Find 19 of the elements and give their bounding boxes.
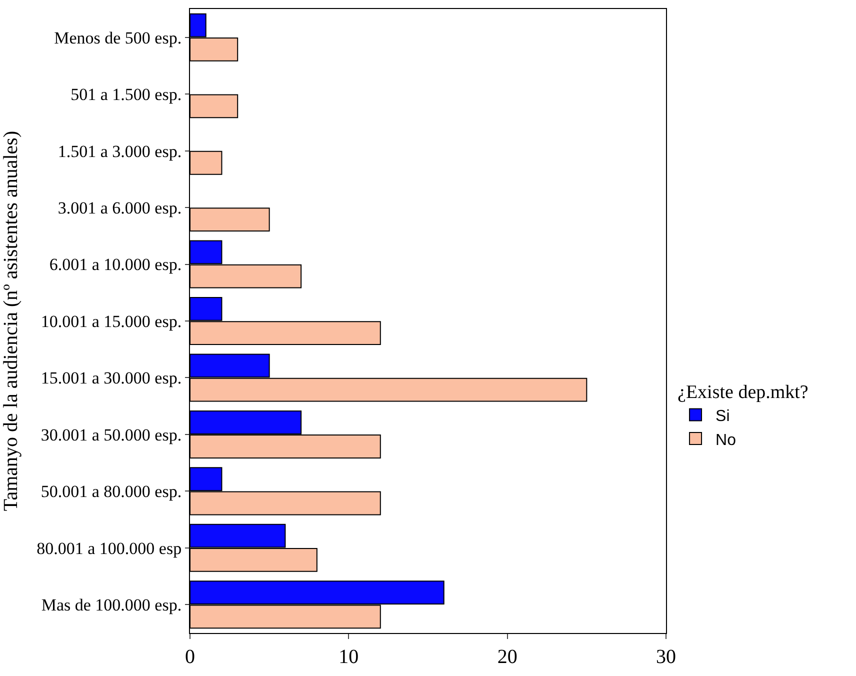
- y-tick-label: 1.501 a 3.000 esp.: [58, 142, 182, 161]
- x-tick-label: 30: [656, 646, 676, 668]
- y-axis-title: Tamanyo de la audiencia (nº asistentes anuales): [0, 130, 22, 512]
- y-tick-label: 80.001 a 100.000 esp: [36, 538, 182, 558]
- y-tick-label: 6.001 a 10.000 esp.: [49, 255, 182, 274]
- y-tick-label: 15.001 a 30.000 esp.: [40, 368, 182, 388]
- y-tick-label: 50.001 a 80.000 esp.: [40, 482, 182, 502]
- legend-title: ¿Existe dep.mkt?: [678, 382, 808, 403]
- y-tick-label: 30.001 a 50.000 esp.: [40, 425, 182, 444]
- x-tick-label: 0: [185, 646, 195, 668]
- x-tick-label: 10: [338, 646, 359, 668]
- legend-label: No: [716, 432, 736, 449]
- y-tick-label: Menos de 500 esp.: [54, 28, 182, 48]
- x-tick-label: 20: [497, 646, 518, 668]
- y-tick-label: 3.001 a 6.000 esp.: [58, 198, 182, 218]
- y-tick-label: 501 a 1.500 esp.: [70, 85, 182, 104]
- y-tick-label: 10.001 a 15.000 esp.: [40, 312, 182, 331]
- legend-label: Si: [716, 408, 730, 425]
- y-tick-label: Mas de 100.000 esp.: [41, 596, 182, 615]
